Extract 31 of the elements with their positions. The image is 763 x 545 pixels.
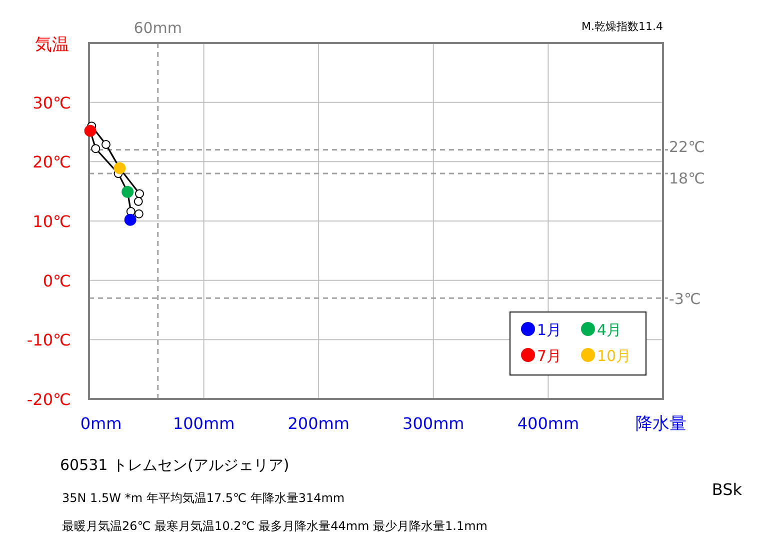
text: M.乾燥指数11.4	[582, 20, 663, 33]
x-tick-label: 0mm	[80, 414, 122, 433]
legend-label: 7月	[537, 347, 562, 365]
legend-label: 1月	[537, 321, 562, 339]
ref-line-label: -3℃	[669, 290, 701, 308]
x-tick-label: 200mm	[288, 414, 350, 433]
legend-label: 4月	[597, 321, 622, 339]
y-tick-label: -10℃	[26, 330, 71, 350]
y-tick-label: 0℃	[42, 271, 71, 290]
text: 60531 トレムセン(アルジェリア)	[60, 456, 290, 474]
point	[91, 144, 100, 154]
y-axis-title: 気温	[35, 35, 69, 55]
x-axis-title: 降水量	[636, 414, 686, 434]
ref-line-label: 22℃	[669, 138, 705, 156]
y-tick-label: 30℃	[32, 93, 71, 112]
point	[134, 209, 144, 218]
text: 35N 1.5W *m 年平均気温17.5℃ 年降水量314mm	[62, 491, 345, 505]
x-tick-label: 300mm	[402, 414, 464, 433]
ref-line-label: 18℃	[669, 170, 705, 188]
point	[135, 189, 144, 198]
x-tick-label: 100mm	[172, 414, 235, 433]
text: BSk	[712, 480, 743, 499]
point	[134, 196, 143, 206]
x-tick-label: 400mm	[517, 414, 580, 433]
legend-label: 10月	[597, 347, 632, 365]
point	[101, 140, 110, 149]
text: 最暖月気温26℃ 最寒月気温10.2℃ 最多月降水量44mm 最少月降水量1.1mm	[62, 519, 488, 533]
y-tick-label: 20℃	[32, 152, 71, 172]
y-tick-label: 10℃	[32, 212, 71, 231]
y-tick-label: -20℃	[26, 390, 71, 409]
ref-line-label: 60mm	[134, 19, 182, 37]
